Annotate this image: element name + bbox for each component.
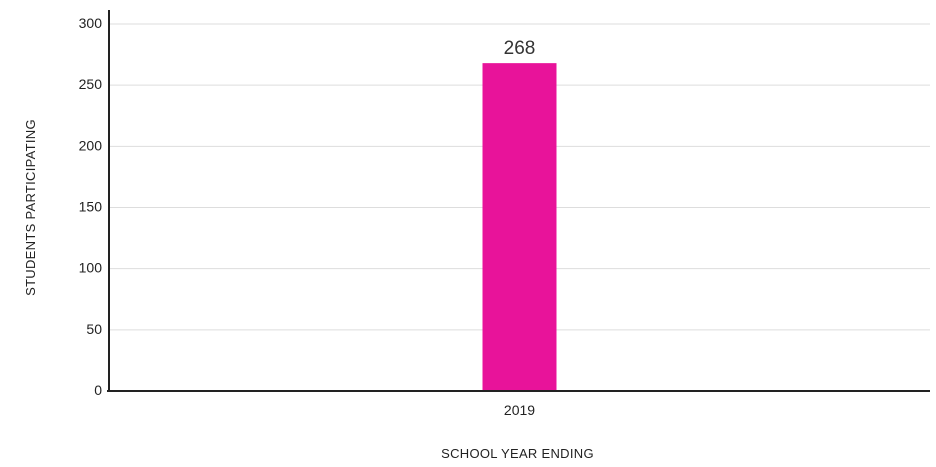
- y-tick-label: 0: [94, 382, 102, 398]
- y-tick-labels: 0 50 100 150 200 250 300: [79, 15, 103, 398]
- y-tick-label: 50: [86, 321, 102, 337]
- bars: [482, 63, 557, 391]
- y-tick-label: 300: [79, 15, 103, 31]
- y-tick-label: 250: [79, 76, 103, 92]
- bar-2019: [482, 63, 557, 391]
- data-label: 268: [504, 38, 536, 59]
- x-tick-labels: 2019: [504, 402, 535, 418]
- x-tick-label: 2019: [504, 402, 535, 418]
- y-tick-label: 200: [79, 137, 103, 153]
- axes: [107, 10, 930, 392]
- y-tick-label: 100: [79, 260, 103, 276]
- data-labels: 268: [504, 38, 536, 59]
- x-axis-title: SCHOOL YEAR ENDING: [441, 446, 594, 461]
- y-tick-label: 150: [79, 199, 103, 215]
- y-axis-title: STUDENTS PARTICIPATING: [23, 119, 38, 296]
